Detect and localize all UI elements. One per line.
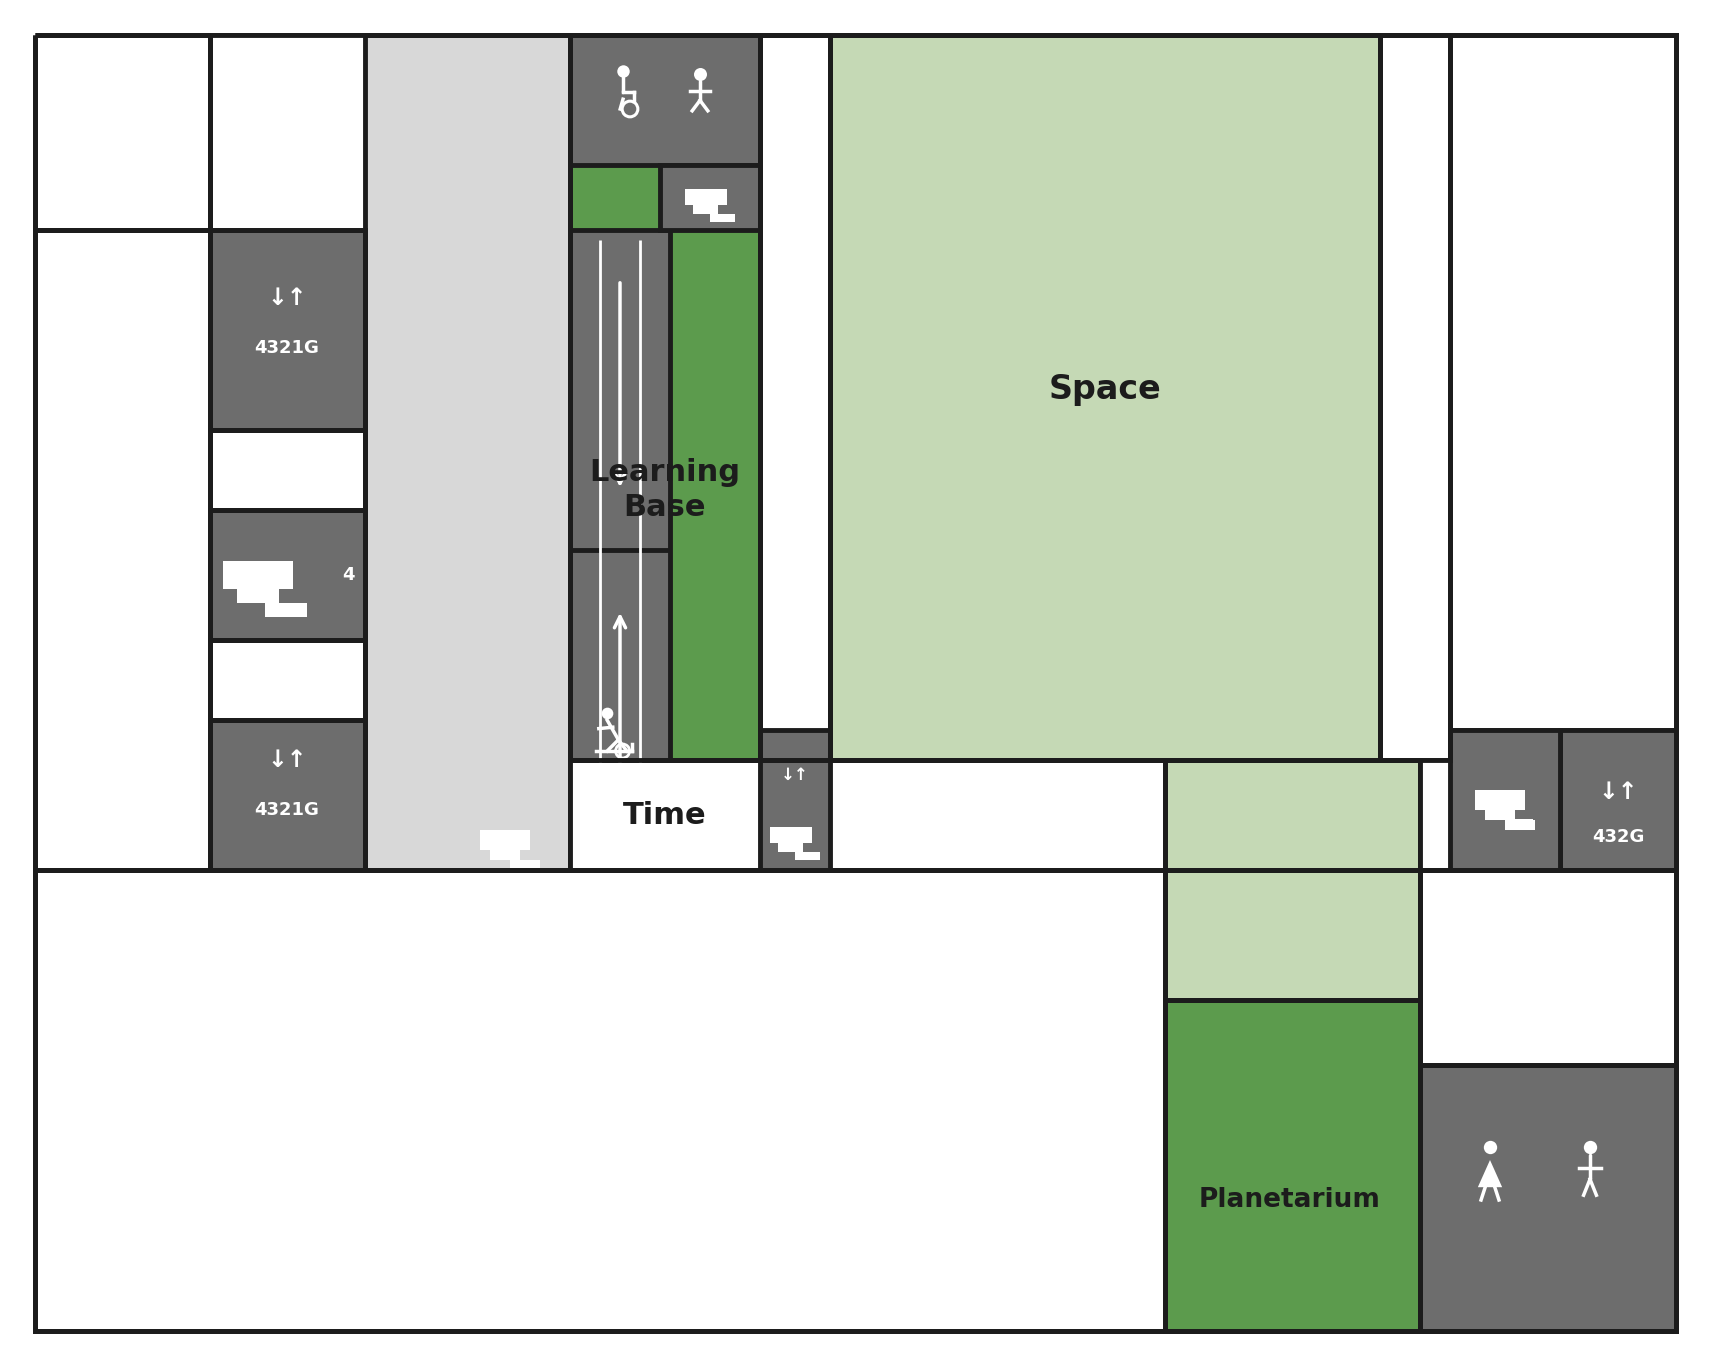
Bar [830,36,1381,759]
Text: ↓↑: ↓↑ [1598,780,1637,805]
Text: ↓↑: ↓↑ [267,285,306,310]
Text: ↓↑: ↓↑ [267,749,306,772]
Text: 4: 4 [342,566,354,585]
Polygon shape [34,36,1677,870]
Text: ↓↑: ↓↑ [782,766,809,784]
Bar [210,36,364,229]
Polygon shape [1477,791,1533,828]
Polygon shape [770,826,820,861]
Bar [1420,759,1677,1065]
Bar [1560,729,1677,870]
Bar [570,36,760,759]
Bar [1420,1065,1677,1330]
Text: Time: Time [623,800,707,829]
Bar [210,720,364,870]
Bar [364,36,570,870]
Text: Planetarium: Planetarium [1199,1187,1381,1213]
Bar [1381,36,1449,759]
Bar [830,36,1381,759]
Text: 4321G: 4321G [255,800,320,820]
Bar [210,510,364,641]
Bar [570,229,671,870]
Polygon shape [481,831,541,870]
Text: 4321G: 4321G [255,339,320,357]
Bar [1165,759,1420,1000]
Bar [210,641,364,720]
Text: Space: Space [1049,373,1162,407]
Bar [210,430,364,510]
Bar [760,729,830,870]
Bar [34,36,210,229]
Text: 4: 4 [342,671,354,688]
Bar [570,759,830,870]
Bar [210,229,364,430]
Bar [210,641,364,720]
Bar [1449,729,1560,870]
Text: Learning
Base: Learning Base [590,458,741,522]
Bar [34,870,1677,1330]
Bar [660,165,760,229]
Polygon shape [1475,790,1535,831]
Bar [1381,36,1449,759]
Bar [210,430,364,510]
Polygon shape [222,667,306,723]
Polygon shape [1478,1160,1502,1187]
Bar [34,870,1677,1330]
Bar [570,36,760,165]
Bar [1165,1000,1420,1330]
Bar [1420,870,1677,1330]
Bar [210,510,364,641]
Bar [1420,1065,1677,1330]
Polygon shape [222,561,306,617]
Polygon shape [684,189,736,223]
Bar [1420,870,1677,1330]
Bar [1165,1000,1420,1330]
Bar [1449,36,1677,729]
Text: 432G: 432G [1591,828,1644,846]
Bar [210,229,364,430]
Bar [1165,759,1420,1000]
Bar [570,36,760,759]
Bar [760,36,830,759]
Bar [570,36,760,759]
Bar [210,720,364,870]
Bar [830,36,1381,759]
Bar [760,36,830,759]
